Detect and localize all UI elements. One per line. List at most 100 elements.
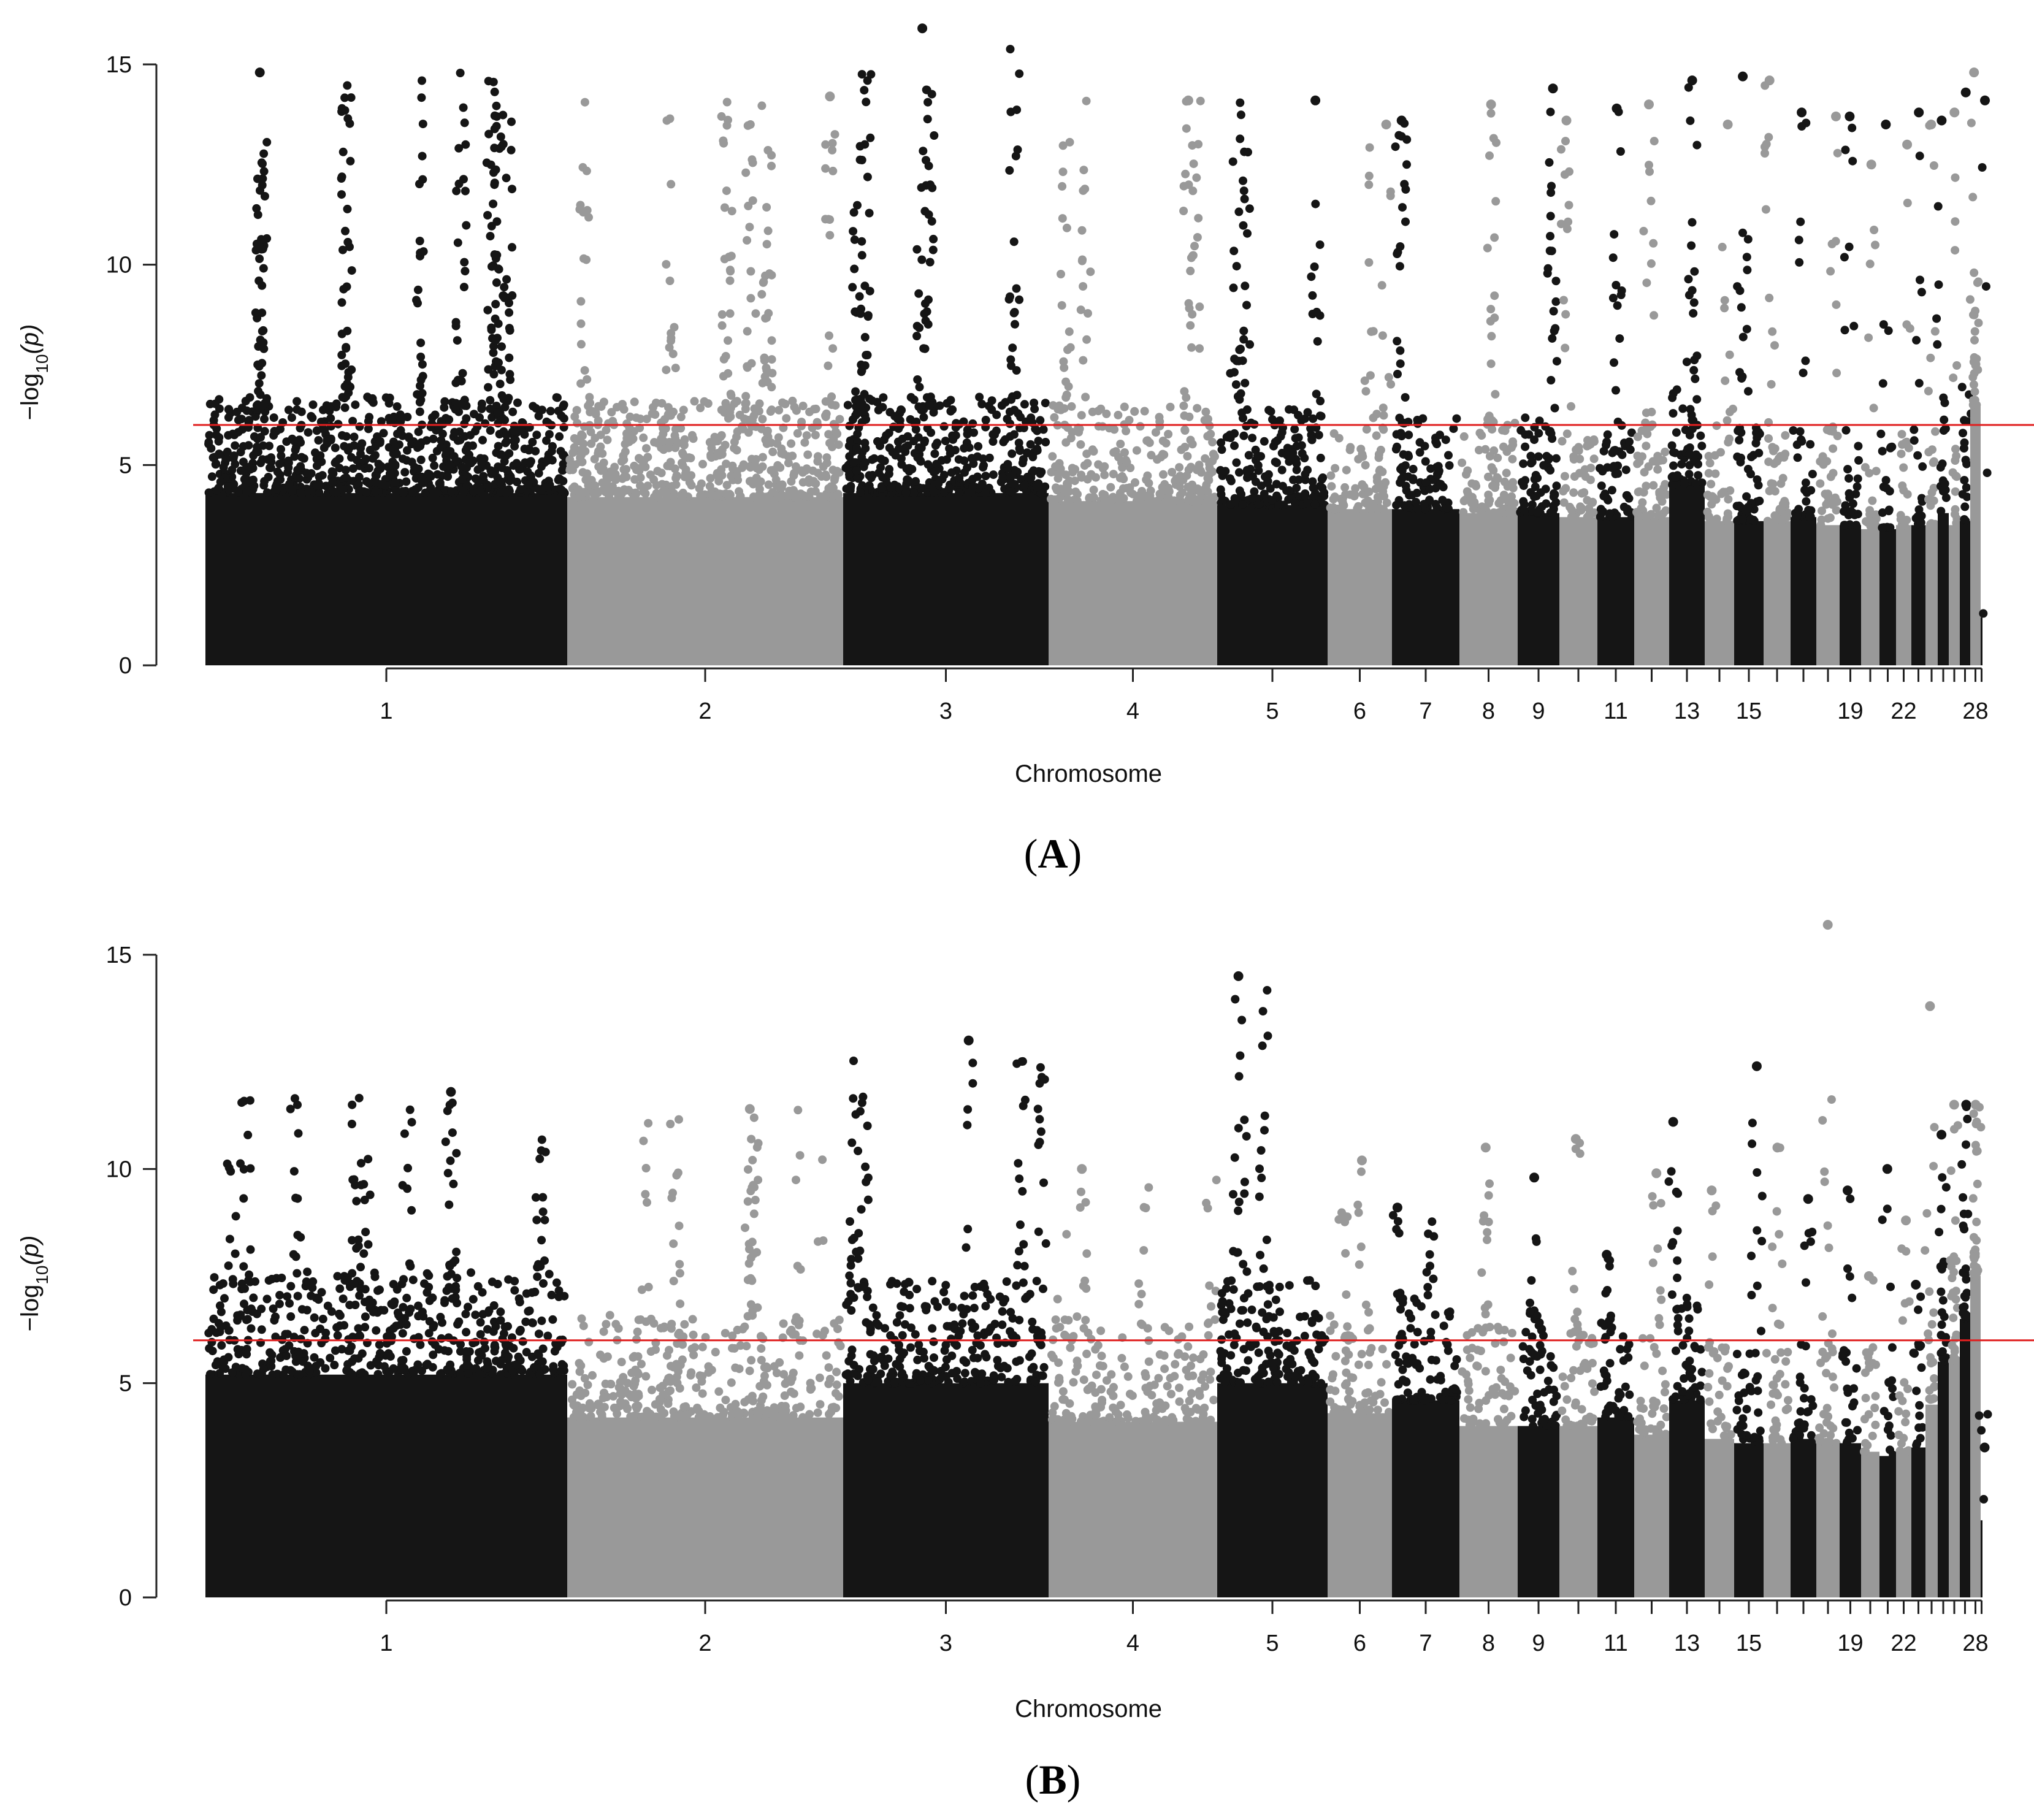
panel-a-point <box>532 403 541 413</box>
panel-b-point <box>448 1294 457 1303</box>
panel-a-point <box>575 205 584 214</box>
panel-b-chromosome-2-peak-point <box>744 1104 755 1114</box>
panel-a-point <box>928 245 938 254</box>
panel-b-point <box>627 1393 636 1402</box>
panel-a-point <box>746 267 755 276</box>
panel-a-point <box>486 396 495 405</box>
panel-b-point <box>613 1409 622 1418</box>
panel-b-point <box>641 1317 651 1326</box>
panel-a-point <box>1543 269 1552 278</box>
panel-a-point <box>1267 495 1277 505</box>
panel-a-point <box>1689 365 1699 375</box>
panel-a-point <box>1677 460 1686 468</box>
panel-a-point <box>1882 484 1891 492</box>
panel-a-point <box>1721 376 1730 385</box>
panel-a-point <box>1483 243 1492 253</box>
panel-a-point <box>534 411 543 421</box>
panel-a-point <box>1574 443 1583 452</box>
panel-b-point <box>787 1387 796 1396</box>
panel-a-point <box>253 210 262 220</box>
panel-a-point <box>1520 506 1529 515</box>
panel-a-point <box>416 353 426 361</box>
panel-b-point <box>579 1321 588 1331</box>
panel-b-point <box>269 1304 278 1313</box>
panel-a-y-title-prefix: −log <box>17 373 44 421</box>
panel-a-point <box>919 413 928 422</box>
panel-a-point <box>568 448 578 457</box>
panel-a-point <box>211 460 220 469</box>
panel-a-point <box>1866 508 1875 518</box>
panel-a-point <box>1327 482 1336 491</box>
panel-a-point <box>510 427 519 436</box>
panel-a-point <box>536 486 545 495</box>
panel-a-point <box>960 444 969 453</box>
panel-b-point <box>375 1348 384 1358</box>
panel-a-point <box>880 456 889 465</box>
panel-a-point <box>776 463 785 472</box>
panel-a-point <box>1569 488 1578 497</box>
panel-a-point <box>1959 429 1967 438</box>
panel-a-point <box>246 465 255 474</box>
panel-b-point <box>730 1344 739 1353</box>
panel-b-point <box>464 1369 473 1378</box>
panel-a-point <box>255 254 264 263</box>
panel-a-point <box>346 156 355 166</box>
panel-a-point <box>1981 282 1990 291</box>
panel-a-point <box>1155 489 1164 499</box>
panel-a-point <box>542 417 551 426</box>
panel-a-point <box>1645 167 1654 176</box>
panel-a-point <box>1489 134 1498 143</box>
panel-b-point <box>429 1323 438 1332</box>
panel-a-chromosome-2-base-band <box>567 497 843 665</box>
panel-a-point <box>698 492 707 501</box>
panel-a-point <box>1292 459 1301 468</box>
panel-b-point <box>496 1307 505 1317</box>
panel-a-point <box>1392 500 1401 510</box>
panel-a-chromosome-11-base-band <box>1597 517 1634 665</box>
panel-a-point <box>403 446 411 455</box>
panel-a-point <box>437 436 446 445</box>
panel-a-point <box>1841 426 1851 435</box>
panel-b-point <box>540 1215 549 1225</box>
panel-b-point <box>581 1388 590 1398</box>
panel-a-point <box>338 431 346 440</box>
panel-a-point <box>392 449 401 459</box>
panel-a-point <box>1407 491 1417 500</box>
panel-a-point <box>855 292 864 301</box>
panel-a-point <box>1083 475 1092 484</box>
panel-a-point <box>1022 448 1031 457</box>
panel-a-point <box>1196 96 1205 105</box>
panel-a-point <box>581 446 590 456</box>
panel-a-point <box>377 480 386 489</box>
panel-b-point <box>293 1100 302 1109</box>
panel-a-point <box>1547 376 1556 384</box>
panel-b-point <box>548 1315 557 1324</box>
panel-a-point <box>1565 167 1573 176</box>
panel-a-point <box>598 486 608 495</box>
panel-a-point <box>1916 275 1924 285</box>
panel-a-point <box>1301 491 1310 500</box>
panel-a-point <box>1253 461 1263 470</box>
panel-a-point <box>1951 246 1960 255</box>
panel-b-point <box>743 1197 752 1206</box>
panel-a-point <box>1248 494 1257 503</box>
panel-b-point <box>748 1311 757 1320</box>
panel-a-point <box>1605 509 1615 518</box>
panel-a-point <box>364 479 373 488</box>
panel-a-point <box>988 437 998 446</box>
panel-a-point <box>1459 432 1469 441</box>
panel-a-point <box>1684 275 1693 284</box>
panel-a-point <box>821 215 830 224</box>
panel-a-point <box>210 410 220 419</box>
panel-b-point <box>833 1325 842 1334</box>
panel-a-point <box>224 405 234 414</box>
panel-a-point <box>1484 472 1493 481</box>
panel-b-point <box>912 1285 922 1294</box>
panel-b-point <box>662 1351 671 1360</box>
panel-a-point <box>927 216 936 226</box>
panel-a-point <box>462 414 471 423</box>
panel-a-point <box>1769 446 1778 456</box>
panel-b-point <box>644 1282 653 1291</box>
panel-a-point <box>1532 492 1541 501</box>
panel-a-point <box>508 407 518 416</box>
